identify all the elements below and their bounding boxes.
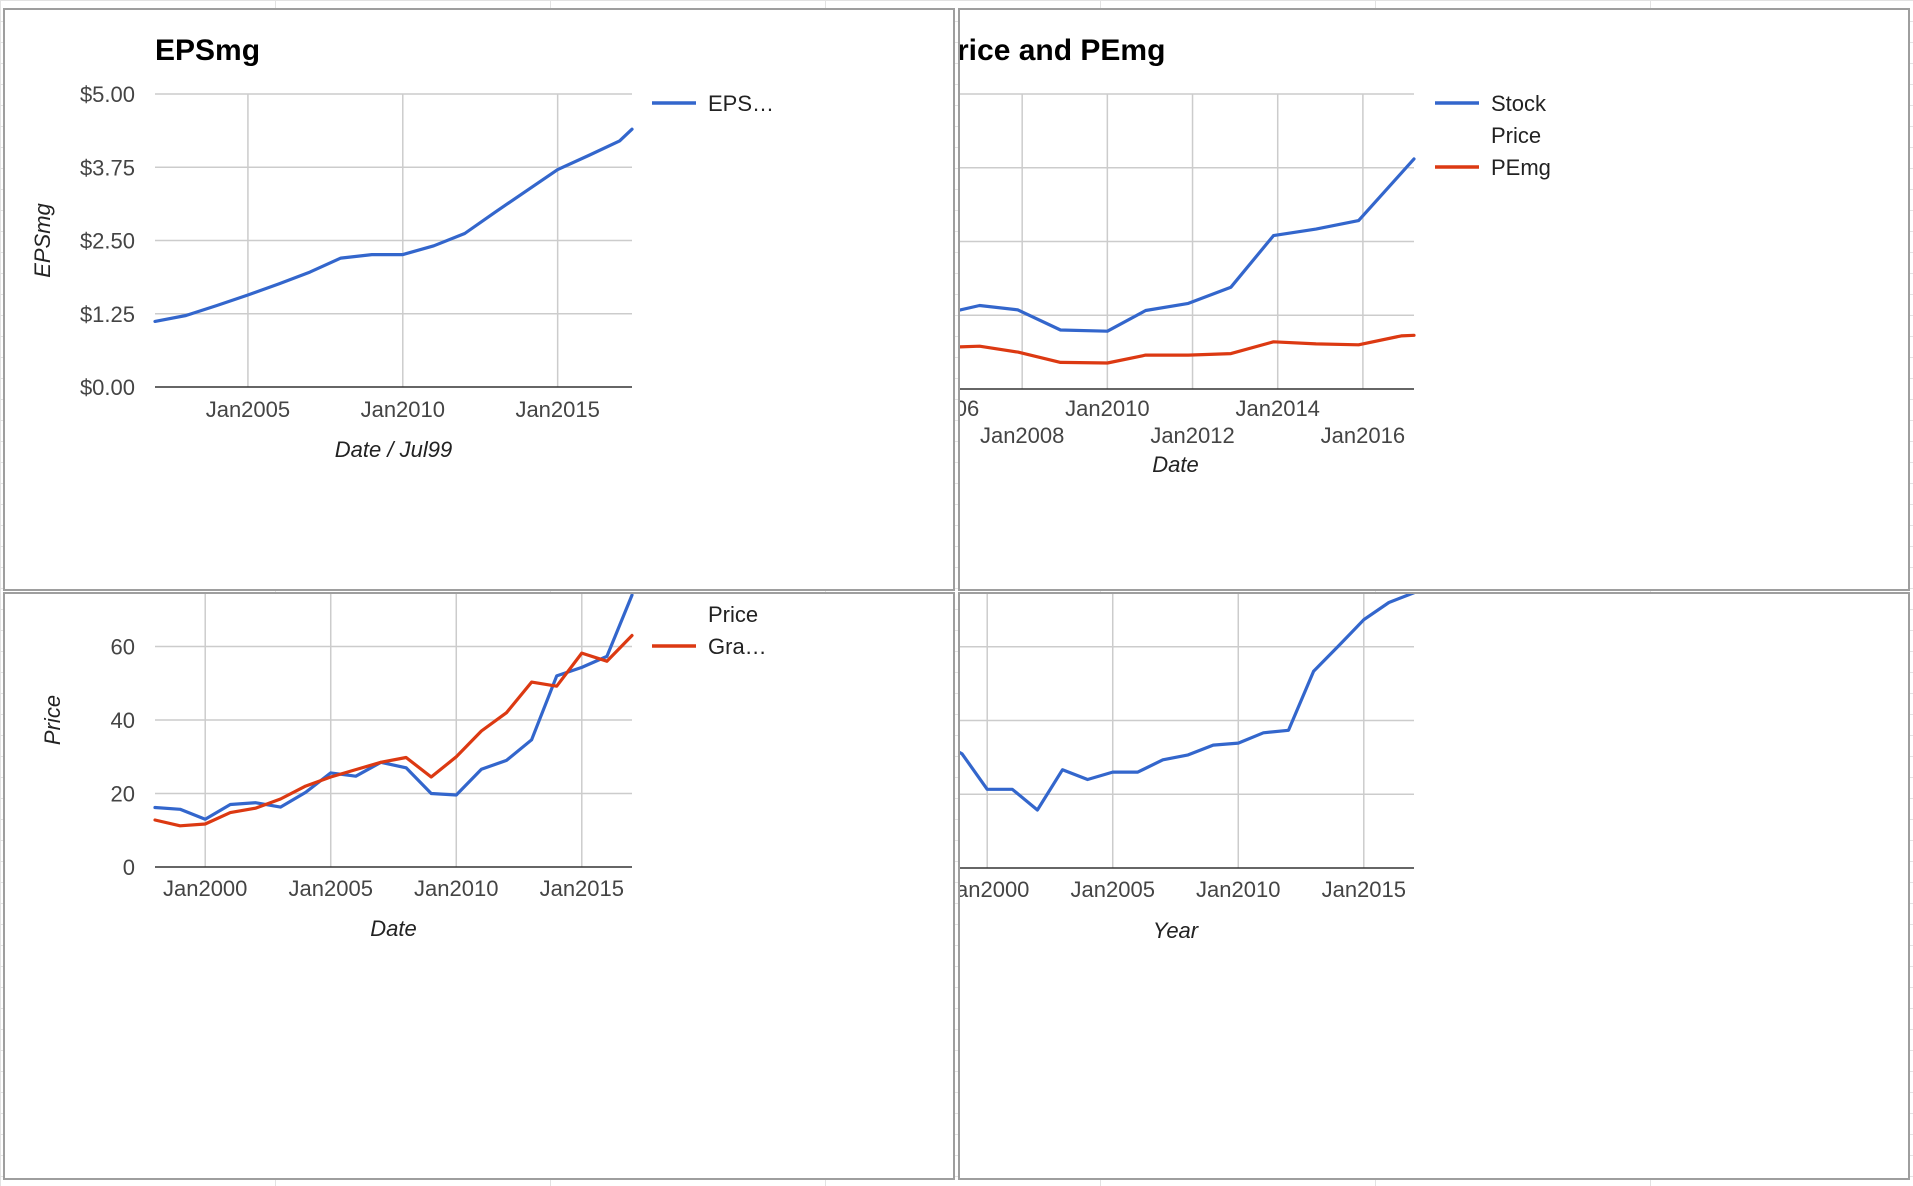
x-tick-label: Jan2006 bbox=[960, 396, 979, 421]
series-line-0 bbox=[153, 127, 634, 323]
legend-label: Stock Price bbox=[1491, 91, 1547, 148]
y-tick-label: 20 bbox=[111, 782, 135, 807]
legend-label-line: Stock bbox=[1491, 91, 1547, 116]
x-tick-label: Jan2010 bbox=[361, 397, 445, 422]
series-line-1 bbox=[153, 633, 634, 828]
x-tick-label: Jan2010 bbox=[1065, 396, 1149, 421]
series-line-0 bbox=[153, 594, 634, 821]
x-axis-title: Date bbox=[370, 916, 416, 941]
x-tick-label: Jan2015 bbox=[515, 397, 599, 422]
legend-label-line: Price bbox=[1491, 123, 1541, 148]
y-tick-label: $5.00 bbox=[80, 82, 135, 107]
price-and-pemg-chart-svg: Price and PEmg0255075100Jan2006Jan2008Ja… bbox=[960, 34, 1551, 477]
x-tick-label: Jan2005 bbox=[1071, 877, 1155, 902]
x-tick-label: Jan2000 bbox=[960, 877, 1029, 902]
x-tick-label: Jan2010 bbox=[1196, 877, 1280, 902]
y-tick-label: 60 bbox=[111, 635, 135, 660]
y-tick-label: $2.50 bbox=[80, 229, 135, 254]
x-tick-label: Jan2015 bbox=[1322, 877, 1406, 902]
y-axis-title: Price bbox=[40, 695, 65, 745]
x-tick-label: Jan2012 bbox=[1150, 423, 1234, 448]
legend-label-line: Price bbox=[708, 602, 758, 627]
y-tick-label: 40 bbox=[111, 708, 135, 733]
legend-label: EPS… bbox=[708, 91, 774, 116]
legend-label: Stock Price bbox=[708, 594, 764, 627]
chart-title: Price and PEmg bbox=[960, 34, 1165, 67]
series-line-0 bbox=[960, 157, 1416, 333]
legend-label-line: Stock bbox=[708, 594, 764, 595]
x-tick-label: Jan2005 bbox=[289, 876, 373, 901]
y-tick-label: 0 bbox=[123, 855, 135, 880]
graham-number-chart-svg: Graham Number and Stock Price020406080Ja… bbox=[40, 594, 767, 941]
x-tick-label: Jan2000 bbox=[163, 876, 247, 901]
x-axis-title: Date bbox=[1152, 452, 1198, 477]
dividend-history-chart-svg: Dividend History$0.00$0.15$0.30$0.45$0.6… bbox=[960, 594, 1415, 943]
epsmg-chart-svg: EPSmg $0.00 $1.25 $2.50 $3.75 $5.00 Jan2005 Jan… bbox=[30, 34, 774, 462]
x-tick-label: Jan2010 bbox=[414, 876, 498, 901]
y-tick-label: $0.00 bbox=[80, 375, 135, 400]
chart-panel-dividend-history[interactable]: Dividend History$0.00$0.15$0.30$0.45$0.6… bbox=[958, 592, 1910, 1180]
y-tick-label: $3.75 bbox=[80, 155, 135, 180]
x-tick-label: Jan2008 bbox=[980, 423, 1064, 448]
x-axis-title: Date / Jul99 bbox=[335, 437, 452, 462]
x-tick-label: Jan2014 bbox=[1236, 396, 1320, 421]
x-tick-label: Jan2015 bbox=[540, 876, 624, 901]
chart-panel-price-and-pemg[interactable]: Price and PEmg0255075100Jan2006Jan2008Ja… bbox=[958, 8, 1910, 591]
chart-panel-graham-number[interactable]: Graham Number and Stock Price020406080Ja… bbox=[3, 592, 955, 1180]
x-axis-title: Year bbox=[1153, 918, 1200, 943]
legend-label: PEmg bbox=[1491, 155, 1551, 180]
legend-label: Gra… bbox=[708, 634, 767, 659]
y-tick-label: $1.25 bbox=[80, 302, 135, 327]
x-tick-label: Jan2005 bbox=[206, 397, 290, 422]
series-line-0 bbox=[960, 594, 1415, 812]
y-axis-title: EPSmg bbox=[30, 202, 55, 277]
x-tick-label: Jan2016 bbox=[1321, 423, 1405, 448]
chart-title: EPSmg bbox=[155, 34, 260, 67]
chart-panel-epsmg[interactable]: EPSmg $0.00 $1.25 $2.50 $3.75 $5.00 Jan2005 Jan… bbox=[3, 8, 955, 591]
series-line-1 bbox=[960, 333, 1416, 365]
